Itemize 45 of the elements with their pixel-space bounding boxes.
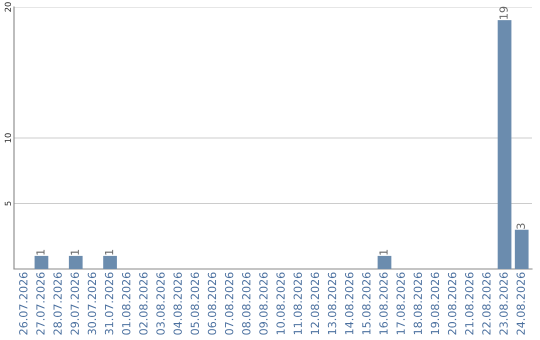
x-tick-label: 23.08.2026 (499, 272, 508, 335)
data-label: 1 (36, 250, 45, 255)
x-tick-label: 08.08.2026 (242, 272, 250, 335)
x-tick-label: 01.08.2026 (122, 272, 130, 335)
x-tick-label: 03.08.2026 (156, 272, 165, 335)
data-label: 1 (379, 250, 388, 255)
x-tick-label: 09.08.2026 (259, 272, 268, 335)
x-tick-label: 04.08.2026 (173, 272, 182, 335)
bar (103, 256, 117, 269)
data-label: 1 (105, 250, 114, 255)
x-tick-label: 16.08.2026 (379, 272, 388, 334)
y-tick-label: 5 (4, 202, 11, 206)
data-label: 3 (516, 224, 525, 229)
x-tick-label: 18.08.2026 (414, 272, 422, 334)
x-tick-label: 14.08.2026 (345, 272, 354, 334)
x-tick-label: 28.07.2026 (53, 272, 62, 335)
x-tick-label: 29.07.2026 (70, 272, 79, 335)
bar (498, 20, 512, 269)
bar (378, 256, 392, 269)
x-tick-label: 02.08.2026 (139, 272, 148, 335)
x-tick-label: 19.08.2026 (430, 272, 440, 334)
x-tick-label: 27.07.2026 (36, 272, 45, 335)
bar (68, 256, 83, 269)
x-tick-label: 30.07.2026 (88, 272, 96, 335)
y-tick-label: 20 (4, 2, 11, 12)
data-label: 1 (70, 250, 79, 255)
x-tick-label: 06.08.2026 (208, 272, 216, 335)
x-tick-label: 20.08.2026 (448, 272, 456, 335)
x-tick-label: 31.07.2026 (104, 272, 114, 335)
x-tick-label: 10.08.2026 (276, 272, 285, 334)
x-tick-label: 15.08.2026 (362, 272, 371, 334)
x-tick-label: 21.08.2026 (465, 272, 474, 335)
x-tick-label: 24.08.2026 (516, 272, 525, 335)
bar (34, 256, 48, 269)
x-tick-label: 11.08.2026 (294, 272, 302, 334)
x-tick-label: 17.08.2026 (396, 272, 405, 334)
x-tick-label: 12.08.2026 (310, 272, 320, 334)
x-tick-label: 07.08.2026 (224, 272, 234, 335)
x-tick-label: 22.08.2026 (482, 272, 491, 335)
x-tick-label: 26.07.2026 (19, 272, 28, 335)
data-label: 19 (499, 6, 508, 19)
bar (514, 230, 529, 269)
x-tick-label: 05.08.2026 (190, 272, 200, 335)
y-tick-label: 10 (4, 133, 11, 142)
x-tick-label: 13.08.2026 (328, 272, 336, 334)
